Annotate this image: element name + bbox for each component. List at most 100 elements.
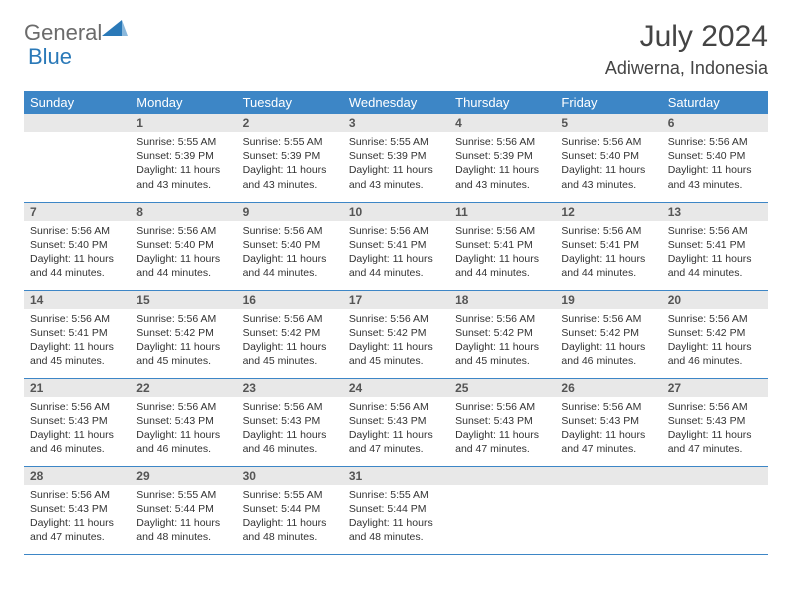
logo-triangle-icon	[102, 18, 128, 43]
sunrise-line: Sunrise: 5:56 AM	[30, 312, 124, 326]
daylight-line: Daylight: 11 hours and 43 minutes.	[243, 163, 337, 191]
day-details: Sunrise: 5:56 AMSunset: 5:41 PMDaylight:…	[662, 221, 768, 285]
calendar-week-row: 7Sunrise: 5:56 AMSunset: 5:40 PMDaylight…	[24, 202, 768, 290]
day-number: 29	[130, 467, 236, 485]
daylight-line: Daylight: 11 hours and 45 minutes.	[455, 340, 549, 368]
sunset-line: Sunset: 5:42 PM	[668, 326, 762, 340]
day-number: 1	[130, 114, 236, 132]
day-header: Saturday	[662, 91, 768, 114]
day-number: 28	[24, 467, 130, 485]
sunset-line: Sunset: 5:41 PM	[349, 238, 443, 252]
day-number: 24	[343, 379, 449, 397]
daylight-line: Daylight: 11 hours and 44 minutes.	[30, 252, 124, 280]
calendar-cell	[449, 466, 555, 554]
calendar-cell: 20Sunrise: 5:56 AMSunset: 5:42 PMDayligh…	[662, 290, 768, 378]
calendar-cell: 16Sunrise: 5:56 AMSunset: 5:42 PMDayligh…	[237, 290, 343, 378]
sunset-line: Sunset: 5:43 PM	[349, 414, 443, 428]
calendar-cell: 4Sunrise: 5:56 AMSunset: 5:39 PMDaylight…	[449, 114, 555, 202]
sunrise-line: Sunrise: 5:56 AM	[455, 312, 549, 326]
day-number: 12	[555, 203, 661, 221]
daylight-line: Daylight: 11 hours and 45 minutes.	[243, 340, 337, 368]
day-header: Tuesday	[237, 91, 343, 114]
calendar-cell: 13Sunrise: 5:56 AMSunset: 5:41 PMDayligh…	[662, 202, 768, 290]
calendar-cell: 12Sunrise: 5:56 AMSunset: 5:41 PMDayligh…	[555, 202, 661, 290]
day-details: Sunrise: 5:56 AMSunset: 5:43 PMDaylight:…	[237, 397, 343, 461]
title-block: July 2024 Adiwerna, Indonesia	[605, 20, 768, 79]
day-details: Sunrise: 5:56 AMSunset: 5:43 PMDaylight:…	[555, 397, 661, 461]
day-header: Thursday	[449, 91, 555, 114]
daylight-line: Daylight: 11 hours and 45 minutes.	[136, 340, 230, 368]
daylight-line: Daylight: 11 hours and 43 minutes.	[136, 163, 230, 191]
sunrise-line: Sunrise: 5:55 AM	[349, 488, 443, 502]
daylight-line: Daylight: 11 hours and 46 minutes.	[30, 428, 124, 456]
calendar-cell: 2Sunrise: 5:55 AMSunset: 5:39 PMDaylight…	[237, 114, 343, 202]
sunrise-line: Sunrise: 5:56 AM	[668, 224, 762, 238]
sunset-line: Sunset: 5:39 PM	[349, 149, 443, 163]
day-details: Sunrise: 5:56 AMSunset: 5:41 PMDaylight:…	[24, 309, 130, 373]
day-details: Sunrise: 5:56 AMSunset: 5:43 PMDaylight:…	[24, 397, 130, 461]
day-header: Sunday	[24, 91, 130, 114]
calendar-cell: 28Sunrise: 5:56 AMSunset: 5:43 PMDayligh…	[24, 466, 130, 554]
day-details: Sunrise: 5:56 AMSunset: 5:40 PMDaylight:…	[130, 221, 236, 285]
sunset-line: Sunset: 5:41 PM	[668, 238, 762, 252]
day-number: 3	[343, 114, 449, 132]
sunset-line: Sunset: 5:42 PM	[243, 326, 337, 340]
day-details: Sunrise: 5:56 AMSunset: 5:43 PMDaylight:…	[662, 397, 768, 461]
sunset-line: Sunset: 5:41 PM	[455, 238, 549, 252]
calendar-cell: 29Sunrise: 5:55 AMSunset: 5:44 PMDayligh…	[130, 466, 236, 554]
sunrise-line: Sunrise: 5:55 AM	[349, 135, 443, 149]
sunset-line: Sunset: 5:44 PM	[349, 502, 443, 516]
day-number: 10	[343, 203, 449, 221]
daylight-line: Daylight: 11 hours and 46 minutes.	[668, 340, 762, 368]
daylight-line: Daylight: 11 hours and 45 minutes.	[349, 340, 443, 368]
day-number: 11	[449, 203, 555, 221]
sunrise-line: Sunrise: 5:55 AM	[136, 135, 230, 149]
sunset-line: Sunset: 5:40 PM	[561, 149, 655, 163]
daylight-line: Daylight: 11 hours and 43 minutes.	[455, 163, 549, 191]
sunrise-line: Sunrise: 5:55 AM	[243, 488, 337, 502]
daylight-line: Daylight: 11 hours and 46 minutes.	[561, 340, 655, 368]
day-details: Sunrise: 5:56 AMSunset: 5:42 PMDaylight:…	[237, 309, 343, 373]
day-number: 14	[24, 291, 130, 309]
sunrise-line: Sunrise: 5:56 AM	[243, 224, 337, 238]
day-details: Sunrise: 5:56 AMSunset: 5:40 PMDaylight:…	[237, 221, 343, 285]
day-details: Sunrise: 5:56 AMSunset: 5:40 PMDaylight:…	[555, 132, 661, 196]
sunrise-line: Sunrise: 5:56 AM	[561, 400, 655, 414]
sunset-line: Sunset: 5:40 PM	[30, 238, 124, 252]
sunset-line: Sunset: 5:40 PM	[136, 238, 230, 252]
day-details: Sunrise: 5:56 AMSunset: 5:41 PMDaylight:…	[555, 221, 661, 285]
calendar-cell: 8Sunrise: 5:56 AMSunset: 5:40 PMDaylight…	[130, 202, 236, 290]
calendar-week-row: 1Sunrise: 5:55 AMSunset: 5:39 PMDaylight…	[24, 114, 768, 202]
daylight-line: Daylight: 11 hours and 44 minutes.	[668, 252, 762, 280]
sunrise-line: Sunrise: 5:56 AM	[561, 135, 655, 149]
day-number: 7	[24, 203, 130, 221]
sunset-line: Sunset: 5:43 PM	[136, 414, 230, 428]
sunrise-line: Sunrise: 5:56 AM	[136, 224, 230, 238]
calendar-cell: 30Sunrise: 5:55 AMSunset: 5:44 PMDayligh…	[237, 466, 343, 554]
day-number: 25	[449, 379, 555, 397]
calendar-cell: 19Sunrise: 5:56 AMSunset: 5:42 PMDayligh…	[555, 290, 661, 378]
sunset-line: Sunset: 5:42 PM	[349, 326, 443, 340]
daylight-line: Daylight: 11 hours and 43 minutes.	[668, 163, 762, 191]
sunset-line: Sunset: 5:42 PM	[455, 326, 549, 340]
sunrise-line: Sunrise: 5:56 AM	[136, 312, 230, 326]
day-details: Sunrise: 5:56 AMSunset: 5:43 PMDaylight:…	[24, 485, 130, 549]
day-details: Sunrise: 5:56 AMSunset: 5:42 PMDaylight:…	[555, 309, 661, 373]
day-number: 2	[237, 114, 343, 132]
daylight-line: Daylight: 11 hours and 47 minutes.	[349, 428, 443, 456]
sunrise-line: Sunrise: 5:56 AM	[455, 135, 549, 149]
calendar-cell: 23Sunrise: 5:56 AMSunset: 5:43 PMDayligh…	[237, 378, 343, 466]
day-number: 8	[130, 203, 236, 221]
calendar-cell: 15Sunrise: 5:56 AMSunset: 5:42 PMDayligh…	[130, 290, 236, 378]
sunset-line: Sunset: 5:41 PM	[30, 326, 124, 340]
calendar-cell: 1Sunrise: 5:55 AMSunset: 5:39 PMDaylight…	[130, 114, 236, 202]
day-details: Sunrise: 5:56 AMSunset: 5:42 PMDaylight:…	[662, 309, 768, 373]
calendar-cell: 14Sunrise: 5:56 AMSunset: 5:41 PMDayligh…	[24, 290, 130, 378]
day-number-empty	[24, 114, 130, 132]
sunrise-line: Sunrise: 5:56 AM	[30, 488, 124, 502]
day-details: Sunrise: 5:56 AMSunset: 5:43 PMDaylight:…	[343, 397, 449, 461]
day-details: Sunrise: 5:55 AMSunset: 5:44 PMDaylight:…	[130, 485, 236, 549]
calendar-body: 1Sunrise: 5:55 AMSunset: 5:39 PMDaylight…	[24, 114, 768, 554]
header: General July 2024 Adiwerna, Indonesia	[24, 20, 768, 79]
day-details: Sunrise: 5:56 AMSunset: 5:41 PMDaylight:…	[343, 221, 449, 285]
